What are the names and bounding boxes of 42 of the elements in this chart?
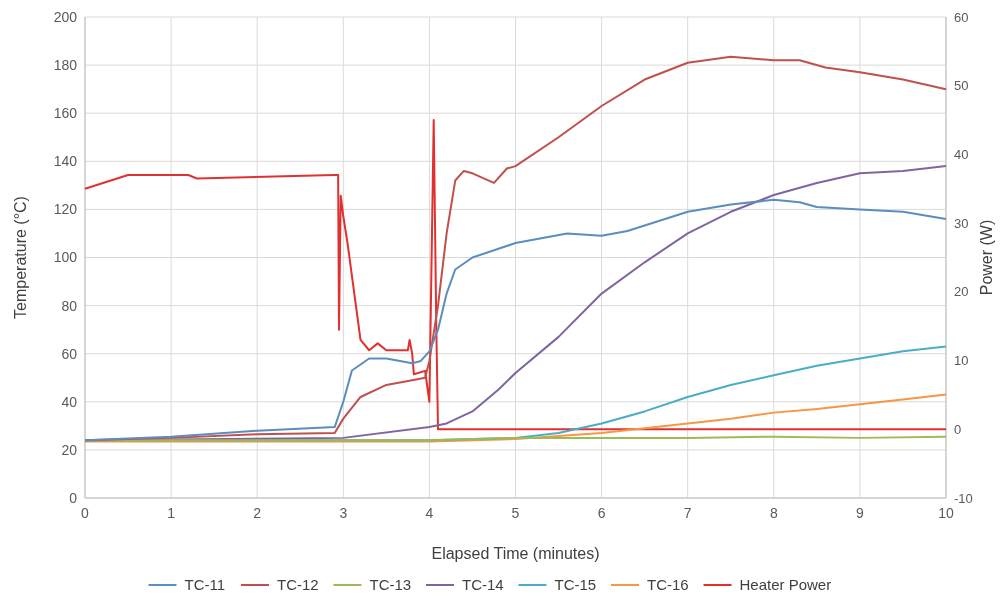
y-tick-label: 160	[53, 105, 78, 122]
x-tick-label: 6	[597, 505, 606, 521]
y2-tick-label: 40	[954, 146, 969, 162]
y-tick-label: 200	[53, 8, 78, 25]
x-tick-label: 7	[683, 505, 692, 521]
line-series	[84, 119, 947, 431]
x-tick-label: 5	[511, 505, 520, 521]
y2-tick-label: 20	[954, 284, 969, 300]
legend-label: TC-14	[462, 576, 504, 594]
y2-axis-title: Power (W)	[978, 219, 995, 296]
y-tick-label: 120	[53, 201, 78, 218]
y2-tick-label: 30	[954, 215, 969, 231]
x-tick-label: 8	[769, 505, 778, 521]
y-tick-label: 60	[61, 345, 78, 362]
y-tick-label: 40	[61, 393, 78, 410]
y-tick-label: 0	[69, 489, 78, 506]
y2-tick-label: 0	[954, 421, 962, 437]
x-tick-label: 2	[253, 505, 262, 521]
x-tick-label: 1	[167, 505, 176, 521]
y2-tick-label: 60	[954, 9, 969, 25]
legend-label: TC-13	[369, 576, 412, 594]
legend-label: TC-16	[647, 576, 689, 594]
x-tick-label: 0	[81, 505, 90, 521]
line-series	[84, 393, 947, 443]
legend-label: Heater Power	[739, 576, 832, 594]
x-tick-label: 9	[856, 505, 864, 521]
y2-tick-label: 50	[954, 78, 969, 94]
x-axis-title: Elapsed Time (minutes)	[431, 545, 600, 562]
legend-label: TC-15	[554, 576, 597, 594]
x-tick-label: 10	[938, 505, 954, 521]
legend-label: TC-12	[277, 576, 319, 594]
y-tick-label: 80	[61, 297, 78, 314]
y-tick-label: 140	[53, 153, 78, 170]
y2-tick-label: -10	[954, 490, 973, 506]
y-tick-label: 100	[53, 249, 78, 266]
y-tick-label: 180	[53, 57, 78, 73]
legend-label: TC-11	[184, 576, 226, 594]
x-tick-label: 3	[339, 505, 348, 521]
y-axis-title: Temperature (°C)	[12, 196, 29, 319]
y2-tick-label: 10	[954, 353, 969, 369]
y-tick-label: 20	[61, 441, 78, 458]
x-tick-label: 4	[425, 505, 434, 521]
